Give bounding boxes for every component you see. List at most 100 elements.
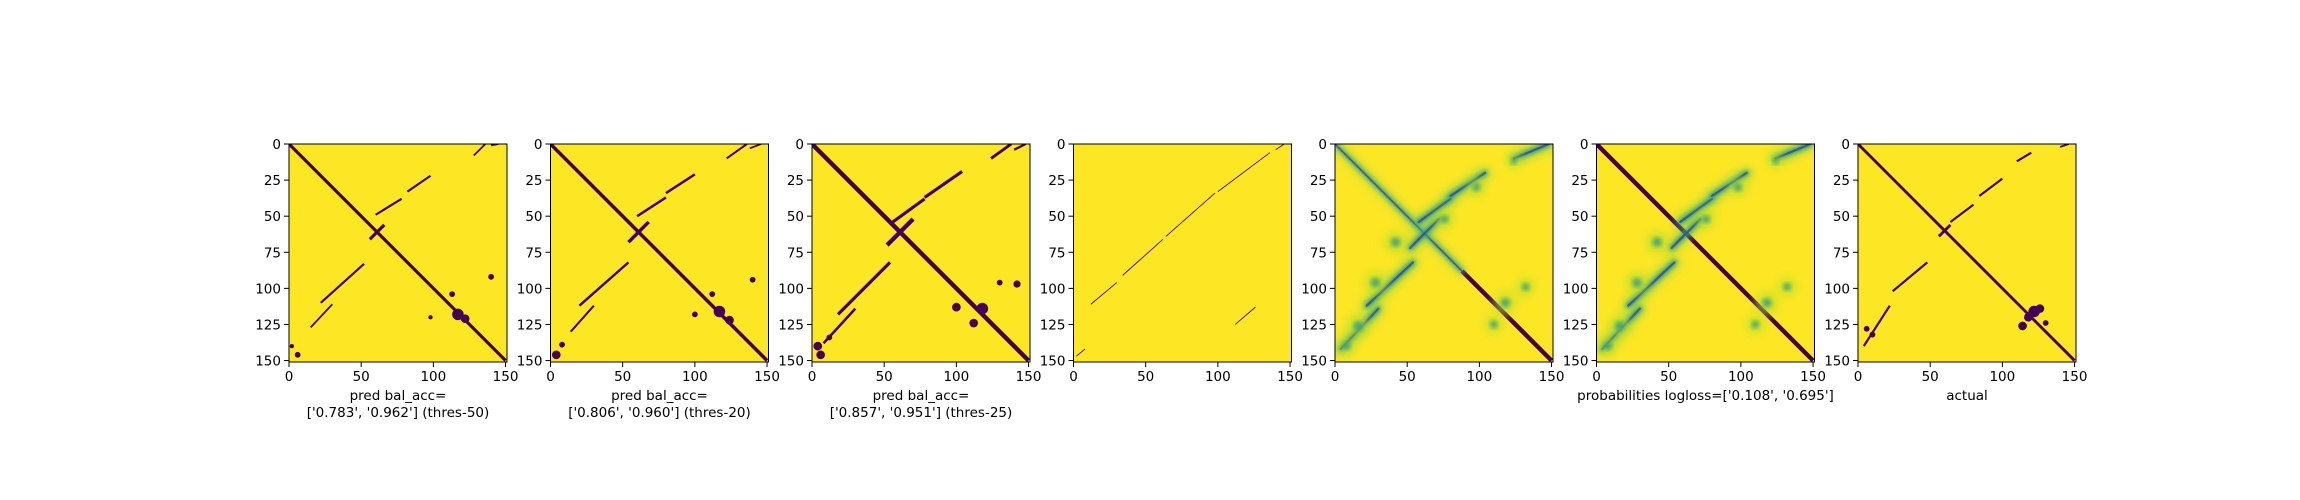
x-tick-label: 100 [420,369,446,385]
y-tick-label: 125 [1301,317,1327,333]
axes-frame [1334,143,1554,363]
contact-blob-4 [1632,277,1642,288]
contact-blob-5 [1863,325,1870,332]
y-tick-label: 125 [778,317,804,333]
x-tick-label: 150 [2062,369,2088,385]
y-tick-label: 150 [255,354,281,370]
contact-blob-1 [1489,320,1498,329]
contact-band-0 [1090,282,1118,305]
contact-band-2 [1417,197,1452,224]
contact-band-4 [1275,144,1285,151]
axes-frame [288,143,508,363]
contact-blob-3 [1353,321,1363,331]
y-tick-label: 75 [1048,245,1065,261]
heatmap-image-p1 [289,144,507,362]
contact-band-4 [1774,144,1812,160]
y-tick-label: 50 [1310,209,1327,225]
contact-blob-3 [749,276,756,283]
heatmap-image-p2 [550,144,769,362]
y-tick-label: 50 [787,209,804,225]
contact-band-5 [1013,144,1027,151]
contact-band-4 [990,144,1013,160]
x-tick-label: 150 [1277,369,1303,385]
x-tick-label: 150 [754,369,780,385]
x-tick-label: 0 [285,369,294,385]
x-tick-label: 100 [943,369,969,385]
diagonal-segment-0 [627,220,650,244]
x-tick-label: 0 [1854,369,1863,385]
y-tick-label: 25 [264,173,281,189]
y-tick-label: 0 [534,137,543,153]
contact-blob-0 [452,308,464,321]
y-tick-label: 125 [255,317,281,333]
y-tick-label: 0 [1318,137,1327,153]
x-tick-label: 50 [353,369,370,385]
x-tick-label: 150 [493,369,519,385]
contact-blob-9 [1342,342,1351,351]
contact-band-1 [320,263,365,304]
y-tick-label: 125 [517,317,543,333]
y-tick-label: 125 [1824,317,1850,333]
x-tick-label: 50 [614,369,631,385]
contact-blob-3 [1614,321,1625,331]
x-tick-label: 50 [876,369,893,385]
contact-band-4 [2016,151,2032,163]
y-tick-label: 0 [1841,137,1850,153]
diagonal-segment-0 [1335,144,1463,272]
y-tick-label: 100 [1040,281,1066,297]
y-tick-label: 50 [1833,209,1850,225]
contact-blob-4 [428,315,433,320]
x-axis-label: ['0.806', '0.960'] (thres-20) [568,405,751,421]
y-tick-label: 25 [525,173,542,189]
contact-band-5 [749,144,762,150]
y-tick-label: 150 [1301,354,1327,370]
axes-frame [811,143,1031,363]
x-axis-label: actual [1946,388,1988,404]
x-tick-label: 50 [1660,369,1677,385]
main-diagonal-0 [812,144,1030,362]
y-tick-label: 0 [272,137,281,153]
contact-band-0 [569,305,595,333]
contact-blob-3 [2018,321,2027,331]
y-tick-label: 50 [1048,209,1065,225]
heatmap-background [1073,144,1292,362]
contact-band-5 [1076,348,1086,357]
x-tick-label: 100 [1989,369,2015,385]
contact-band-3 [1217,152,1271,192]
x-axis-label: probabilities logloss=['0.108', '0.695'] [1577,388,1834,404]
contact-blob-1 [2035,304,2045,313]
x-tick-label: 0 [546,369,555,385]
contact-blob-8 [1510,158,1518,165]
contact-band-2 [1165,192,1216,237]
contact-blob-9 [1604,342,1613,351]
y-tick-label: 25 [787,173,804,189]
y-tick-label: 25 [1310,173,1327,189]
diagonal-segment-0 [885,217,915,247]
contact-band-2 [891,197,926,224]
contact-band-1 [578,261,630,307]
y-tick-label: 100 [1824,281,1850,297]
contact-blob-3 [488,273,495,280]
contact-blob-8 [1772,158,1779,165]
diagonal-segment-0 [368,223,386,241]
y-tick-label: 0 [1057,137,1066,153]
contact-blob-2 [969,318,979,328]
y-tick-label: 100 [1563,281,1589,297]
contact-band-3 [1978,177,2004,197]
y-tick-label: 25 [1048,173,1065,189]
contact-blob-6 [289,343,295,349]
contact-band-1 [1627,261,1676,307]
x-axis-label: ['0.783', '0.962'] (thres-50) [307,405,490,421]
contact-blob-5 [1652,237,1662,247]
contact-band-3 [923,170,964,199]
contact-blob-5 [1390,237,1401,247]
x-axis-label: pred bal_acc= [611,388,708,404]
contact-blob-6 [816,350,825,360]
y-tick-label: 125 [1563,317,1589,333]
contact-blob-7 [1472,183,1481,192]
y-tick-label: 75 [264,245,281,261]
